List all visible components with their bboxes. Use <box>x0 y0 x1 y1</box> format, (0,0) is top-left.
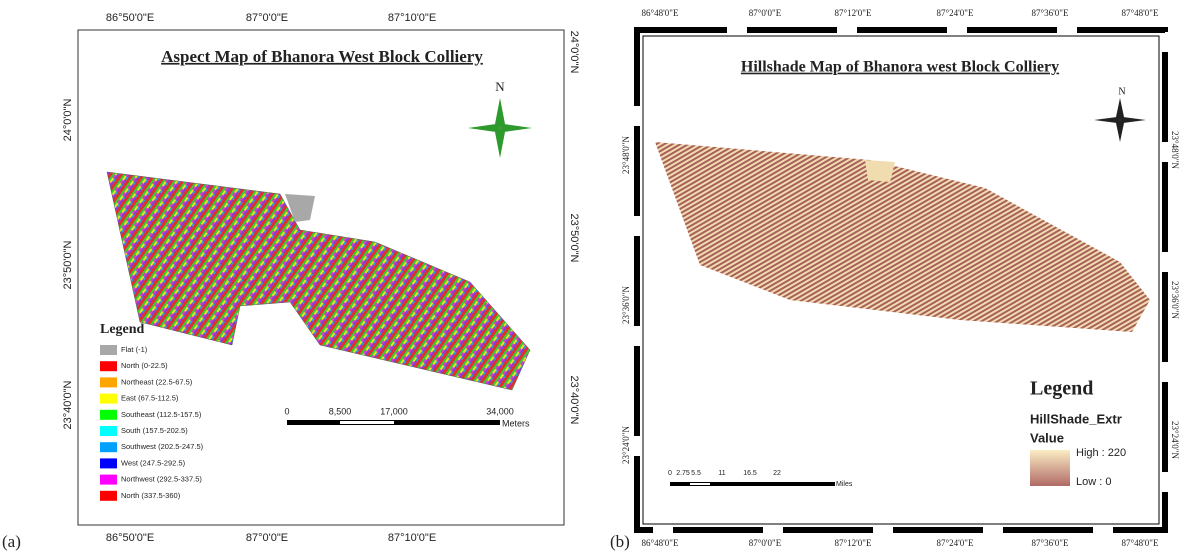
coordinate-label: 87°48'0"E <box>1122 538 1159 548</box>
coordinate-label: 87°0'0"E <box>749 538 782 548</box>
legend-label: Flat (-1) <box>121 345 148 354</box>
scale-label: 2.75 <box>676 470 690 477</box>
scale-bar <box>670 482 835 486</box>
legend-swatch <box>100 377 117 388</box>
coordinate-label: 23°50'0"N <box>568 214 580 263</box>
scale-bar-segment <box>340 421 394 424</box>
neat-line <box>642 35 1160 525</box>
scale-unit: Miles <box>836 481 853 488</box>
flat-area <box>865 160 895 182</box>
legend-swatch <box>100 458 117 469</box>
coordinate-label: 87°24'0"E <box>937 538 974 548</box>
legend-low: Low : 0 <box>1076 476 1111 488</box>
legend-swatch <box>100 426 117 436</box>
north-arrow <box>1094 98 1146 142</box>
legend-title: Legend <box>100 322 145 337</box>
legend-label: East (67.5-112.5) <box>121 394 179 403</box>
legend-swatch <box>100 361 117 372</box>
legend-layer: HillShade_Extr <box>1030 411 1122 426</box>
coordinate-label: 86°48'0"E <box>642 8 679 18</box>
scale-label: 0 <box>668 470 672 477</box>
map-title: Aspect Map of Bhanora West Block Collier… <box>161 47 483 66</box>
coordinate-label: 23°24'0"N <box>621 426 631 464</box>
legend-title: Legend <box>1030 378 1093 400</box>
legend-label: South (157.5-202.5) <box>121 426 188 435</box>
legend-label: North (337.5-360) <box>121 491 181 500</box>
caption: (b) <box>610 532 630 551</box>
scale-label: 16.5 <box>743 470 757 477</box>
legend-label: North (0-22.5) <box>121 361 168 370</box>
legend-swatch <box>100 393 117 404</box>
coordinate-label: 24°0'0"N <box>62 99 74 142</box>
coordinate-label: 87°10'0"E <box>388 12 436 24</box>
legend-swatch <box>100 474 117 485</box>
coordinate-label: 23°24'0"N <box>1170 421 1180 459</box>
north-label: N <box>1118 86 1125 97</box>
coordinate-label: 87°0'0"E <box>246 532 288 544</box>
legend-high: High : 220 <box>1076 447 1126 459</box>
legend-swatch <box>100 409 117 420</box>
coordinate-label: 86°50'0"E <box>106 532 154 544</box>
coordinate-label: 23°48'0"N <box>621 136 631 174</box>
scale-label: 5.5 <box>691 470 701 477</box>
caption: (a) <box>2 532 21 551</box>
coordinate-label: 87°0'0"E <box>246 12 288 24</box>
coordinate-label: 23°40'0"N <box>62 380 74 429</box>
aspect-map <box>106 171 531 391</box>
hillshade-map <box>655 142 1150 332</box>
coordinate-label: 24°0'0"N <box>568 31 580 74</box>
scale-label: 11 <box>718 470 725 477</box>
north-label: N <box>495 79 505 94</box>
map-title: Hillshade Map of Bhanora west Block Coll… <box>741 59 1059 76</box>
legend-label: Northeast (22.5-67.5) <box>121 377 193 386</box>
legend-field: Value <box>1030 430 1064 445</box>
legend-ramp <box>1030 450 1070 486</box>
scale-unit: Meters <box>502 418 530 428</box>
scale-label: 8,500 <box>329 406 352 416</box>
coordinate-label: 23°36'0"N <box>1170 281 1180 319</box>
coordinate-label: 87°36'0"E <box>1032 8 1069 18</box>
legend-swatch <box>100 345 117 355</box>
scale-label: 17,000 <box>380 406 408 416</box>
coordinate-label: 87°36'0"E <box>1032 538 1069 548</box>
legend-label: Southeast (112.5-157.5) <box>121 410 202 419</box>
legend-label: West (247.5-292.5) <box>121 458 186 467</box>
flat-area <box>285 194 315 222</box>
coordinate-label: 87°0'0"E <box>749 8 782 18</box>
coordinate-label: 86°50'0"E <box>106 12 154 24</box>
legend-swatch <box>100 442 117 453</box>
coordinate-label: 23°48'0"N <box>1170 131 1180 169</box>
legend-swatch <box>100 490 117 501</box>
north-arrow <box>468 98 532 158</box>
legend-label: Southwest (202.5-247.5) <box>121 442 204 451</box>
coordinate-label: 86°48'0"E <box>642 538 679 548</box>
coordinate-label: 87°12'0"E <box>835 8 872 18</box>
coordinate-label: 87°24'0"E <box>937 8 974 18</box>
scale-label: 22 <box>773 470 781 477</box>
legend-label: Northwest (292.5-337.5) <box>121 475 202 484</box>
coordinate-label: 23°40'0"N <box>568 376 580 425</box>
coordinate-label: 87°48'0"E <box>1122 8 1159 18</box>
coordinate-label: 87°10'0"E <box>388 532 436 544</box>
scale-bar-segment <box>690 483 710 485</box>
coordinate-label: 23°50'0"N <box>62 240 74 289</box>
coordinate-label: 23°36'0"N <box>621 286 631 324</box>
scale-label: 34,000 <box>486 406 514 416</box>
coordinate-label: 87°12'0"E <box>835 538 872 548</box>
scale-label: 0 <box>284 406 289 416</box>
